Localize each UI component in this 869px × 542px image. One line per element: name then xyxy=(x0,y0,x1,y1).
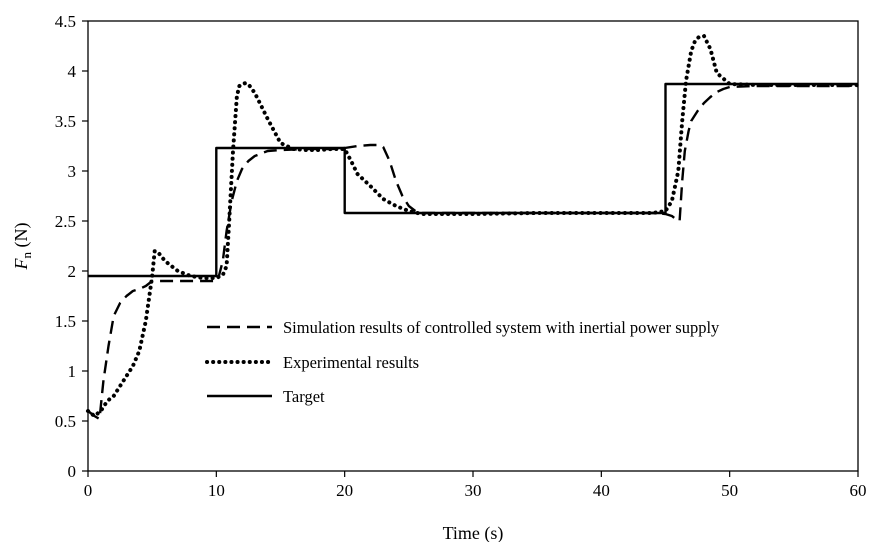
x-tick-label: 30 xyxy=(465,481,482,500)
legend-item-experimental: Experimental results xyxy=(205,353,419,372)
y-tick-label: 3 xyxy=(68,162,77,181)
y-tick-label: 0.5 xyxy=(55,412,76,431)
legend-label-experimental: Experimental results xyxy=(283,353,419,372)
legend: Simulation results of controlled system … xyxy=(205,318,720,406)
legend-label-target: Target xyxy=(283,387,325,406)
x-tick-label: 0 xyxy=(84,481,93,500)
x-tick-label: 40 xyxy=(593,481,610,500)
y-tick-label: 4 xyxy=(68,62,77,81)
y-axis-title: Fn (N) xyxy=(11,223,34,271)
x-tick-label: 60 xyxy=(850,481,867,500)
y-axis-title-main: F xyxy=(11,258,31,271)
plot-area-frame xyxy=(87,20,859,472)
y-tick-label: 2 xyxy=(68,262,77,281)
legend-label-simulation: Simulation results of controlled system … xyxy=(283,318,720,337)
y-tick-label: 1.5 xyxy=(55,312,76,331)
legend-item-simulation: Simulation results of controlled system … xyxy=(207,318,720,337)
y-tick-label: 0 xyxy=(68,462,77,481)
x-tick-label: 50 xyxy=(721,481,738,500)
x-axis-ticks: 0 10 20 30 40 50 60 xyxy=(84,471,867,500)
y-tick-label: 3.5 xyxy=(55,112,76,131)
x-tick-label: 20 xyxy=(336,481,353,500)
y-tick-label: 2.5 xyxy=(55,212,76,231)
series-line-target xyxy=(88,82,858,278)
y-axis-ticks: 0 0.5 1 1.5 2 2.5 3 3.5 4 4.5 xyxy=(55,12,88,481)
y-axis-title-unit: (N) xyxy=(11,223,32,253)
legend-item-target: Target xyxy=(207,387,325,406)
x-tick-label: 10 xyxy=(208,481,225,500)
x-axis-title: Time (s) xyxy=(443,523,504,542)
series-line-simulation xyxy=(87,84,858,421)
y-tick-label: 4.5 xyxy=(55,12,76,31)
y-tick-label: 1 xyxy=(68,362,77,381)
series-layer xyxy=(86,34,860,421)
y-axis-title-sub: n xyxy=(19,252,34,259)
series-line-experimental xyxy=(86,34,860,418)
